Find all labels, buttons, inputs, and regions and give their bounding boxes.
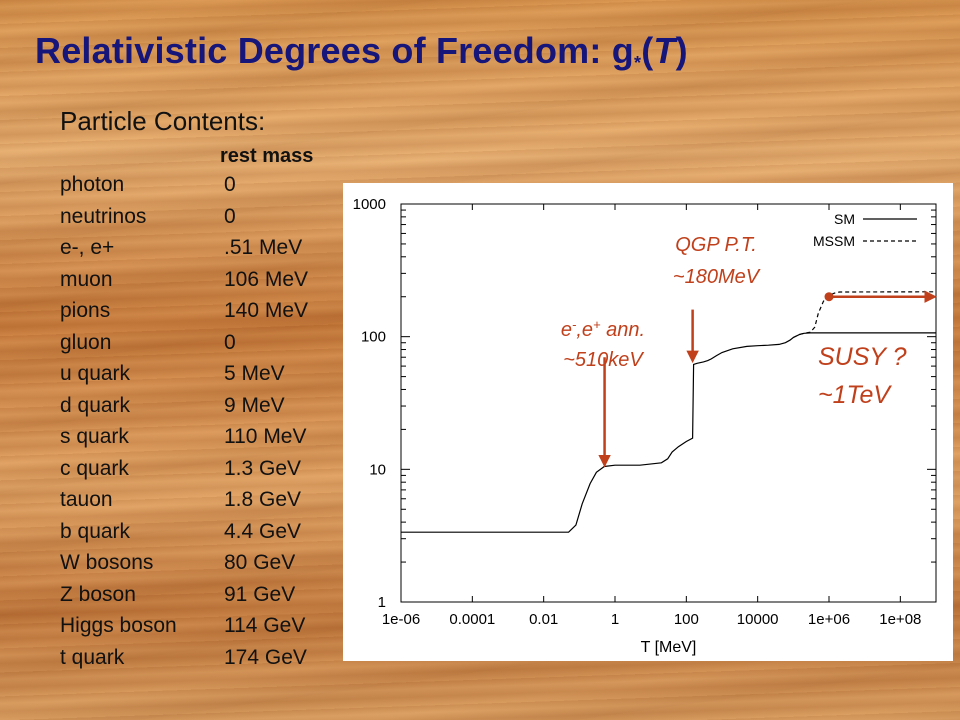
particle-name: s quark <box>60 425 129 448</box>
y-tick-label: 10 <box>369 461 386 478</box>
particle-name: neutrinos <box>60 204 147 228</box>
particle-rest-mass: 91 GeV <box>224 582 296 606</box>
annotation-ee-part: - <box>572 317 577 332</box>
particle-row: tauon 1.8 GeV <box>60 488 350 520</box>
slide-title: Relativistic Degrees of Freedom: g*(T) <box>35 30 688 74</box>
annotation-ee-title: e-,e+ ann. <box>561 317 645 342</box>
particle-name: d quark <box>60 393 131 417</box>
particle-rest-mass: 80 GeV <box>224 551 296 574</box>
x-tick-label: 1e+06 <box>808 611 850 628</box>
particle-name: t quark <box>60 645 125 669</box>
x-tick-label: 0.0001 <box>449 611 495 628</box>
particle-rest-mass: .51 MeV <box>224 236 303 259</box>
legend-label-sm: SM <box>834 211 855 227</box>
y-tick-label: 1000 <box>353 196 386 213</box>
particle-row: W bosons 80 GeV <box>60 551 350 583</box>
legend-label-mssm: MSSM <box>813 233 855 249</box>
particle-rest-mass: 0 <box>224 173 236 196</box>
particle-row: neutrinos 0 <box>60 205 350 237</box>
particle-rest-mass: 5 MeV <box>224 362 285 385</box>
particle-name: c quark <box>60 456 129 480</box>
particle-name: pions <box>60 299 111 322</box>
particle-name: b quark <box>60 519 131 543</box>
x-tick-label: 10000 <box>737 611 779 628</box>
particle-row: e-, e+ .51 MeV <box>60 236 350 268</box>
particle-row: pions 140 MeV <box>60 299 350 331</box>
annotation-ee-part: + <box>593 317 601 332</box>
annotation-susy-dot <box>824 292 834 302</box>
particle-table: photon 0 neutrinos 0 e-, e+ .51 MeV muon 106 Me… <box>60 173 350 677</box>
particle-rest-mass: 174 GeV <box>224 645 307 669</box>
particle-contents-heading: Particle Contents: <box>60 106 266 136</box>
particle-rest-mass: 106 MeV <box>224 267 309 291</box>
particle-rest-mass: 140 MeV <box>224 299 309 322</box>
particle-rest-mass: 110 MeV <box>224 425 307 448</box>
annotation-ee-part: ,e <box>576 319 593 341</box>
particle-rest-mass: 4.4 GeV <box>224 519 302 543</box>
particle-row: photon 0 <box>60 173 350 205</box>
annotation-ee-part: e <box>561 319 572 341</box>
particle-name: W bosons <box>60 551 154 574</box>
particle-rest-mass: 1.8 GeV <box>224 488 302 511</box>
x-tick-label: 1e+08 <box>879 611 921 628</box>
particle-row: gluon 0 <box>60 331 350 363</box>
annotation-susy-title: SUSY ? <box>818 343 907 371</box>
particle-row: c quark 1.3 GeV <box>60 457 350 489</box>
annotation-susy-scale: ~1TeV <box>818 381 892 409</box>
gstar-chart: 1e-06 0.0001 0.01 1 100 10000 1e+06 1e+08 1 10 100… <box>353 196 937 656</box>
title-open-paren: ( <box>641 30 654 71</box>
annotation-qgp-temp: ~180MeV <box>673 266 761 288</box>
y-tick-label: 100 <box>361 329 386 346</box>
x-tick-label: 0.01 <box>529 611 558 628</box>
particle-name: Z boson <box>60 582 136 606</box>
particle-row: t quark 174 GeV <box>60 646 350 678</box>
annotation-qgp-title: QGP P.T. <box>675 234 757 256</box>
particle-name: gluon <box>60 330 112 354</box>
title-close-paren: ) <box>675 30 688 71</box>
particle-row: Z boson 91 GeV <box>60 583 350 615</box>
particle-name: muon <box>60 267 113 291</box>
particle-row: Higgs boson 114 GeV <box>60 614 350 646</box>
x-axis-label: T [MeV] <box>641 639 697 656</box>
annotation-ee-part: ann. <box>601 319 645 341</box>
series-line-sm <box>401 332 936 533</box>
particle-name: e-, e+ <box>60 236 115 259</box>
particle-name: tauon <box>60 488 113 511</box>
particle-rest-mass: 1.3 GeV <box>224 456 302 480</box>
particle-rest-mass: 9 MeV <box>224 393 285 417</box>
title-variable: T <box>653 30 676 71</box>
particle-rest-mass: 0 <box>224 204 236 228</box>
x-tick-label: 100 <box>674 611 699 628</box>
x-tick-label: 1 <box>611 611 619 628</box>
rest-mass-column-header: rest mass <box>220 145 314 167</box>
particle-row: muon 106 MeV <box>60 268 350 300</box>
particle-row: s quark 110 MeV <box>60 425 350 457</box>
particle-name: u quark <box>60 362 131 385</box>
plot-frame <box>400 203 937 603</box>
particle-row: d quark 9 MeV <box>60 394 350 426</box>
title-subscript: * <box>633 53 642 73</box>
particle-row: b quark 4.4 GeV <box>60 520 350 552</box>
particle-name: photon <box>60 173 125 196</box>
series-line-mssm <box>793 291 937 339</box>
plot-panel: 1e-06 0.0001 0.01 1 100 10000 1e+06 1e+08 1 10 100… <box>343 183 953 661</box>
title-main: Relativistic Degrees of Freedom: g <box>35 30 634 71</box>
particle-row: u quark 5 MeV <box>60 362 350 394</box>
particle-rest-mass: 114 GeV <box>224 614 306 637</box>
y-tick-label: 1 <box>378 594 386 611</box>
x-tick-label: 1e-06 <box>382 611 420 628</box>
particle-name: Higgs boson <box>60 614 177 637</box>
particle-rest-mass: 0 <box>224 330 236 354</box>
